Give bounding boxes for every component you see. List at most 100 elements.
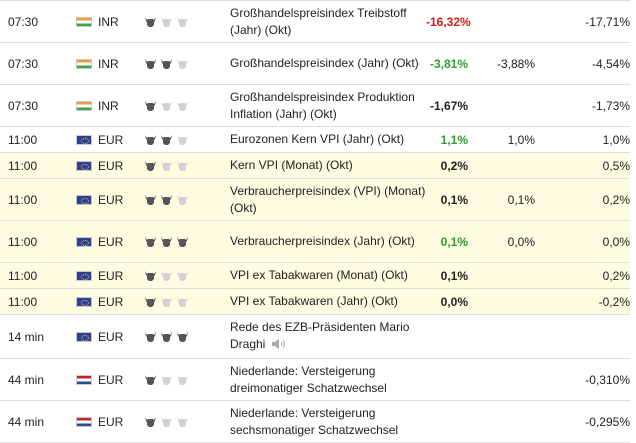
currency-label: EUR bbox=[98, 158, 124, 173]
flag-icon bbox=[76, 134, 92, 145]
importance-rating bbox=[144, 16, 230, 28]
bull-icon bbox=[144, 160, 157, 172]
event-time: 11:00 bbox=[8, 234, 38, 249]
table-row[interactable]: 07:30 INR Großhandelspreisindex Produktion… bbox=[0, 85, 630, 127]
currency-cell: EUR bbox=[76, 159, 144, 173]
bull-icon bbox=[144, 236, 157, 248]
bull-icon bbox=[176, 160, 189, 172]
actual-value: -1,67% bbox=[429, 98, 468, 113]
forecast-value: 0,1% bbox=[507, 192, 535, 207]
bull-icon bbox=[160, 374, 173, 386]
currency-cell: INR bbox=[76, 15, 144, 29]
forecast-value: -3,88% bbox=[496, 56, 535, 71]
currency-cell: INR bbox=[76, 99, 144, 113]
bull-icon bbox=[176, 58, 189, 70]
table-row[interactable]: 11:00 EUR Verbraucherpreisindex (Jahr) (Ok… bbox=[0, 221, 630, 263]
event-name[interactable]: Großhandelspreisindex Treibstoff (Jahr) … bbox=[230, 4, 426, 40]
currency-cell: INR bbox=[76, 57, 144, 71]
table-row[interactable]: 11:00 EUR VPI ex Tabakwaren (Monat) (Okt) 0… bbox=[0, 263, 630, 289]
table-row[interactable]: 07:30 INR Großhandelspreisindex (Jahr) (Ok… bbox=[0, 43, 630, 85]
previous-value: -0,310% bbox=[585, 372, 630, 387]
bull-icon bbox=[144, 58, 157, 70]
currency-label: EUR bbox=[98, 414, 124, 429]
table-row[interactable]: 11:00 EUR Kern VPI (Monat) (Okt) 0,2% 0,5% bbox=[0, 153, 630, 179]
table-row[interactable]: 07:30 INR Großhandelspreisindex Treibstoff… bbox=[0, 1, 630, 43]
actual-value: -3,81% bbox=[429, 56, 468, 71]
flag-icon bbox=[76, 416, 92, 427]
bull-icon bbox=[144, 134, 157, 146]
bull-icon bbox=[160, 270, 173, 282]
currency-cell: EUR bbox=[76, 133, 144, 147]
event-name[interactable]: Eurozonen Kern VPI (Jahr) (Okt) bbox=[230, 130, 426, 149]
importance-rating bbox=[144, 194, 230, 206]
currency-label: EUR bbox=[98, 192, 124, 207]
previous-value: -4,54% bbox=[591, 56, 630, 71]
flag-icon bbox=[76, 374, 92, 385]
table-row[interactable]: 11:00 EUR VPI ex Tabakwaren (Jahr) (Okt) 0,… bbox=[0, 289, 630, 315]
previous-value: -0,2% bbox=[598, 294, 630, 309]
previous-value: 0,2% bbox=[602, 268, 630, 283]
flag-icon bbox=[76, 100, 92, 111]
bull-icon bbox=[176, 100, 189, 112]
importance-rating bbox=[144, 270, 230, 282]
bull-icon bbox=[176, 236, 189, 248]
event-time: 44 min bbox=[8, 414, 45, 429]
currency-label: INR bbox=[98, 98, 119, 113]
actual-value: 0,1% bbox=[440, 268, 468, 283]
table-row[interactable]: 11:00 EUR Verbraucherpreisindex (VPI) (Mon… bbox=[0, 179, 630, 221]
table-row[interactable]: 44 min EUR Niederlande: Versteigerung drei… bbox=[0, 359, 630, 401]
event-time: 11:00 bbox=[8, 294, 38, 309]
importance-rating bbox=[144, 416, 230, 428]
currency-cell: EUR bbox=[76, 330, 144, 344]
speaker-icon[interactable] bbox=[271, 337, 287, 354]
event-name[interactable]: Verbraucherpreisindex (VPI) (Monat) (Okt… bbox=[230, 182, 426, 218]
bull-icon bbox=[144, 100, 157, 112]
event-label: Großhandelspreisindex Produktion Inflati… bbox=[230, 89, 415, 121]
event-name[interactable]: Rede des EZB-Präsidenten Mario Draghi bbox=[230, 318, 426, 354]
actual-value: -16,32% bbox=[426, 14, 471, 29]
table-row[interactable]: 14 min EUR Rede des EZB-Präsidenten Mario … bbox=[0, 315, 630, 359]
bull-icon bbox=[144, 194, 157, 206]
event-name[interactable]: VPI ex Tabakwaren (Monat) (Okt) bbox=[230, 266, 426, 285]
importance-rating bbox=[144, 100, 230, 112]
event-name[interactable]: Niederlande: Versteigerung dreimonatiger… bbox=[230, 362, 426, 398]
bull-icon bbox=[176, 416, 189, 428]
event-name[interactable]: VPI ex Tabakwaren (Jahr) (Okt) bbox=[230, 292, 426, 311]
event-label: Niederlande: Versteigerung dreimonatiger… bbox=[230, 363, 387, 395]
event-time: 11:00 bbox=[8, 268, 38, 283]
bull-icon bbox=[176, 374, 189, 386]
currency-label: EUR bbox=[98, 234, 124, 249]
bull-icon bbox=[160, 331, 173, 343]
event-name[interactable]: Kern VPI (Monat) (Okt) bbox=[230, 156, 426, 175]
bull-icon bbox=[160, 16, 173, 28]
event-name[interactable]: Großhandelspreisindex (Jahr) (Okt) bbox=[230, 54, 426, 73]
previous-value: 0,5% bbox=[602, 158, 630, 173]
importance-rating bbox=[144, 58, 230, 70]
bull-icon bbox=[176, 270, 189, 282]
importance-rating bbox=[144, 236, 230, 248]
bull-icon bbox=[176, 16, 189, 28]
currency-cell: EUR bbox=[76, 295, 144, 309]
event-name[interactable]: Großhandelspreisindex Produktion Inflati… bbox=[230, 88, 426, 124]
bull-icon bbox=[176, 194, 189, 206]
forecast-value: 1,0% bbox=[507, 132, 535, 147]
event-label: Rede des EZB-Präsidenten Mario Draghi bbox=[230, 320, 410, 352]
currency-label: EUR bbox=[98, 132, 124, 147]
table-row[interactable]: 11:00 EUR Eurozonen Kern VPI (Jahr) (Okt) 1… bbox=[0, 127, 630, 153]
importance-rating bbox=[144, 160, 230, 172]
bull-icon bbox=[144, 296, 157, 308]
currency-label: INR bbox=[98, 14, 119, 29]
bull-icon bbox=[160, 296, 173, 308]
event-name[interactable]: Niederlande: Versteigerung sechsmonatige… bbox=[230, 404, 426, 440]
previous-value: -0,295% bbox=[585, 414, 630, 429]
table-row[interactable]: 44 min EUR Niederlande: Versteigerung sech… bbox=[0, 401, 630, 443]
bull-icon bbox=[144, 270, 157, 282]
currency-cell: EUR bbox=[76, 373, 144, 387]
event-time: 14 min bbox=[8, 329, 45, 344]
event-name[interactable]: Verbraucherpreisindex (Jahr) (Okt) bbox=[230, 232, 426, 251]
bull-icon bbox=[160, 100, 173, 112]
importance-rating bbox=[144, 296, 230, 308]
currency-cell: EUR bbox=[76, 235, 144, 249]
previous-value: -1,73% bbox=[591, 98, 630, 113]
bull-icon bbox=[160, 134, 173, 146]
